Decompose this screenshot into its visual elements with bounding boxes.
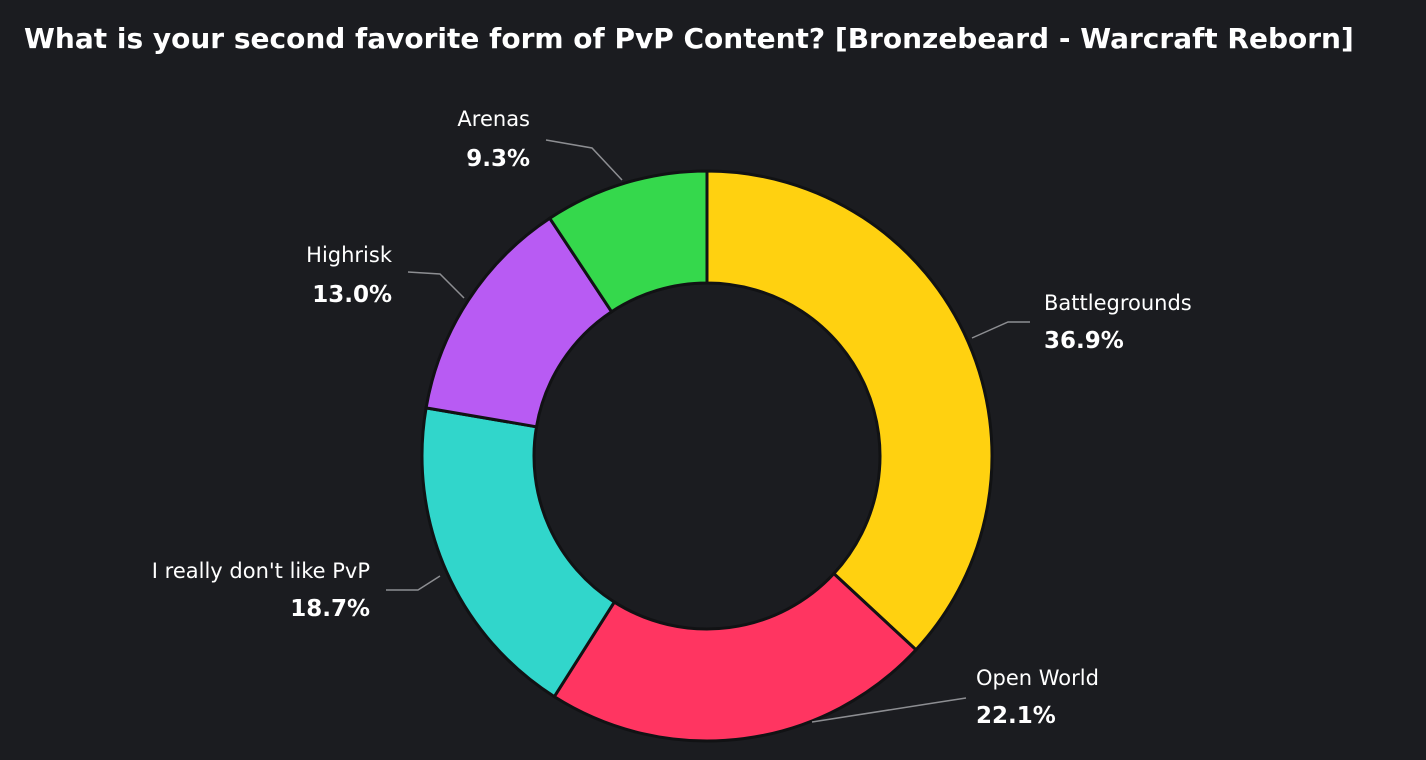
slice-value-battlegrounds: 36.9% <box>1044 328 1124 354</box>
slice-label-arenas: Arenas <box>457 107 530 131</box>
slice-value-highrisk: 13.0% <box>312 282 392 308</box>
slice-label-battlegrounds: Battlegrounds <box>1044 291 1192 315</box>
labels-group: Battlegrounds 36.9% Open World 22.1% I reall… <box>152 107 1192 729</box>
slice-i-really-don-t-like-pvp[interactable] <box>420 406 617 699</box>
slice-value-arenas: 9.3% <box>466 146 530 172</box>
leader-line-i-really-don-t-like-pvp <box>386 575 441 591</box>
slice-label-open-world: Open World <box>976 666 1099 690</box>
chart-title: What is your second favorite form of PvP… <box>24 22 1354 55</box>
leader-lines-group <box>386 139 1030 723</box>
slice-battlegrounds[interactable] <box>705 169 994 652</box>
leader-line-highrisk <box>407 271 465 299</box>
slice-arenas[interactable] <box>547 169 709 314</box>
slice-label-i-really-don-t-like-pvp: I really don't like PvP <box>152 559 370 583</box>
slice-value-i-really-don-t-like-pvp: 18.7% <box>290 596 370 622</box>
slice-label-highrisk: Highrisk <box>306 243 393 267</box>
slice-value-open-world: 22.1% <box>976 703 1056 729</box>
slice-open-world[interactable] <box>552 571 919 743</box>
leader-line-battlegrounds <box>971 321 1030 339</box>
slices-group <box>420 169 994 743</box>
leader-line-arenas <box>545 139 623 181</box>
leader-line-open-world <box>811 697 967 723</box>
